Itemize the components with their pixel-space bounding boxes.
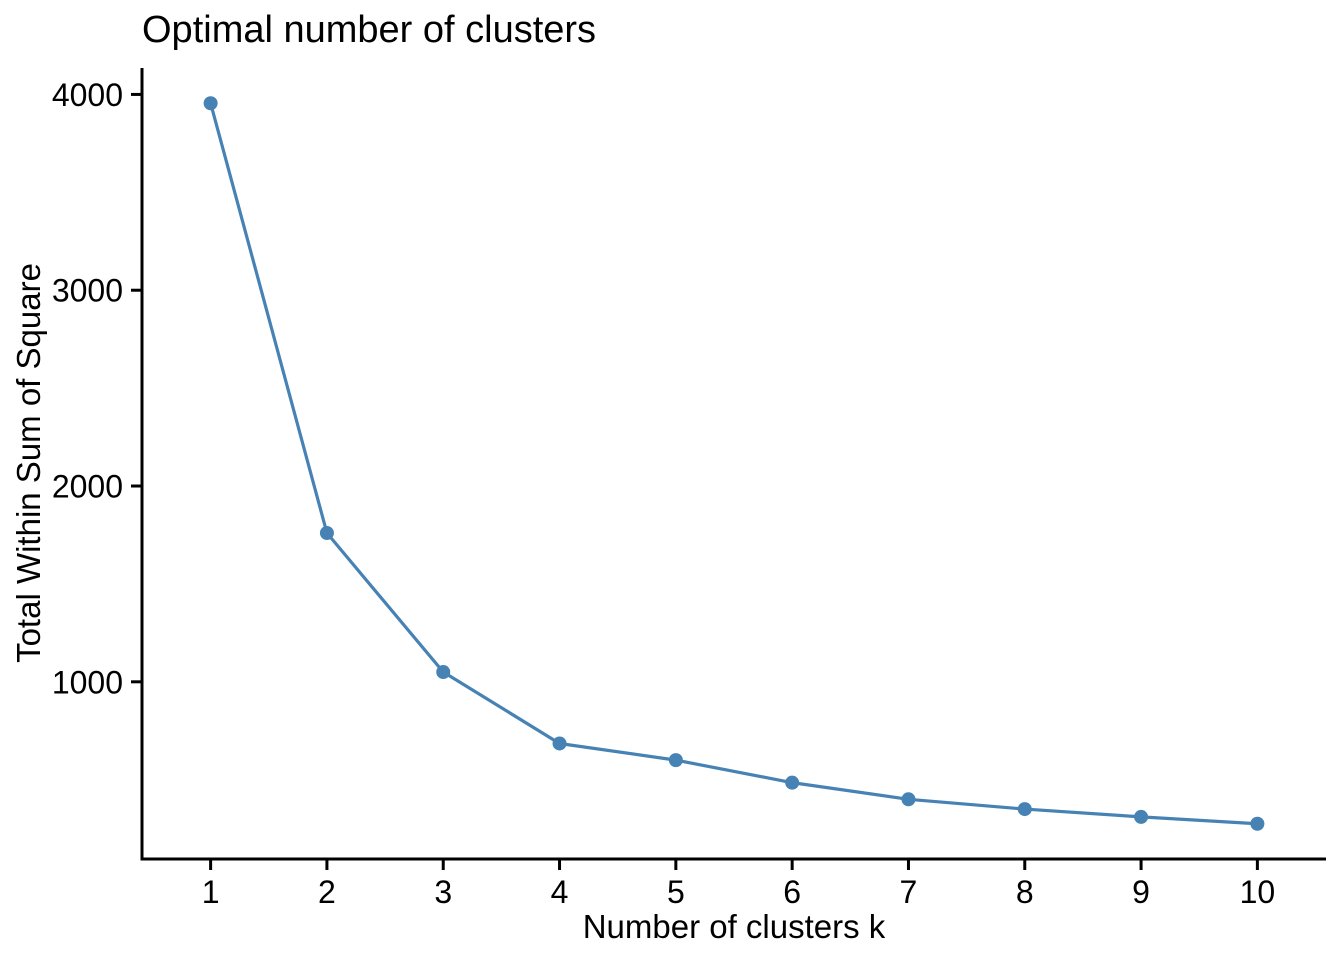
- series-line: [209, 101, 1259, 826]
- chart-title: Optimal number of clusters: [142, 9, 596, 51]
- x-tick-label: 7: [900, 874, 918, 910]
- data-point-k9: [1134, 809, 1149, 824]
- x-tick-label: 3: [434, 874, 452, 910]
- y-tick-label: 3000: [52, 273, 123, 309]
- axes: 1000 2000 3000 4000 1 2 3 4 5 6 7 8 9 10: [52, 68, 1326, 910]
- x-tick-label: 10: [1240, 874, 1276, 910]
- x-tick-label: 5: [667, 874, 685, 910]
- data-point-k3: [436, 665, 451, 680]
- data-point-k10: [1250, 816, 1265, 831]
- data-point-k8: [1017, 802, 1032, 817]
- data-point-k6: [785, 775, 800, 790]
- data-point-k1: [203, 96, 218, 111]
- x-tick-label: 8: [1016, 874, 1034, 910]
- data-series: [203, 96, 1265, 831]
- y-tick-label: 1000: [52, 664, 123, 700]
- data-point-k4: [552, 736, 567, 751]
- data-point-k5: [668, 753, 683, 768]
- y-tick-label: 2000: [52, 469, 123, 505]
- y-axis-label: Total Within Sum of Square: [10, 263, 47, 663]
- x-tick-label: 9: [1132, 874, 1150, 910]
- y-tick-label: 4000: [52, 77, 123, 113]
- x-axis-label: Number of clusters k: [583, 908, 886, 945]
- x-tick-label: 6: [783, 874, 801, 910]
- x-tick-label: 2: [318, 874, 336, 910]
- data-point-k7: [901, 792, 916, 807]
- x-tick-label: 1: [202, 874, 220, 910]
- data-point-k2: [319, 526, 334, 541]
- x-tick-label: 4: [551, 874, 569, 910]
